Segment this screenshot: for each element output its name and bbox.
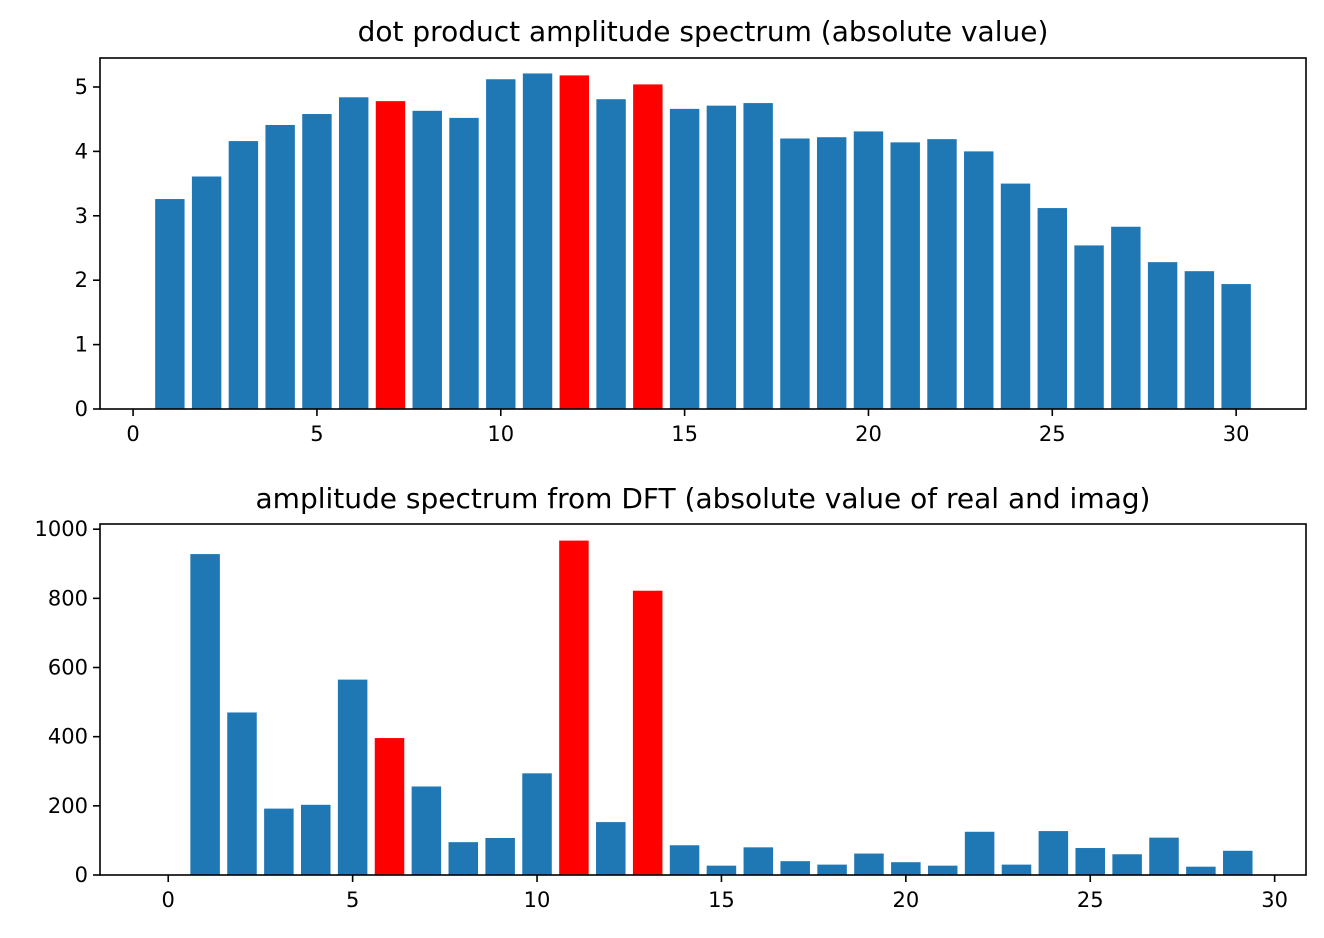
bar-10 [486, 79, 516, 410]
bar-19 [816, 137, 847, 410]
bar-23 [964, 151, 994, 409]
x-tick-label: 15 [708, 888, 735, 912]
bar-18 [780, 138, 810, 410]
bottom-chart-axes-frame [99, 523, 1307, 876]
bar-28 [1147, 262, 1178, 409]
highlight-bar-12 [559, 75, 590, 410]
bar-3 [264, 808, 294, 875]
bar-27 [1149, 837, 1179, 875]
bar-21 [890, 142, 920, 409]
bar-21 [927, 865, 958, 875]
bar-20 [891, 862, 921, 875]
bar-8 [448, 842, 479, 875]
x-tick-label: 30 [1223, 422, 1250, 446]
bar-18 [817, 864, 847, 875]
bottom-chart-x-axis: 0 5 10 15 20 25 30 [162, 875, 1288, 912]
bar-22 [927, 139, 957, 409]
bar-30 [1221, 284, 1251, 409]
y-tick-label: 800 [48, 586, 88, 610]
highlight-bar-11 [559, 540, 589, 875]
top-chart-bars [155, 73, 1251, 410]
bar-5 [337, 679, 368, 875]
y-tick-label: 200 [48, 794, 88, 818]
bar-24 [1038, 831, 1069, 875]
bar-13 [596, 99, 626, 409]
bar-9 [485, 837, 515, 875]
bar-24 [1000, 183, 1031, 409]
top-chart-x-axis: 0 5 10 15 20 25 30 [126, 409, 1250, 446]
y-tick-label: 1000 [35, 517, 88, 541]
highlight-bar-7 [375, 101, 406, 410]
bar-29 [1184, 271, 1215, 409]
bottom-chart-bars [190, 540, 1253, 875]
bar-26 [1074, 245, 1104, 409]
y-tick-label: 2 [75, 268, 88, 292]
x-tick-label: 20 [855, 422, 882, 446]
bar-19 [854, 853, 884, 875]
bar-12 [596, 822, 626, 875]
bottom-chart-title: amplitude spectrum from DFT (absolute va… [256, 482, 1151, 515]
bar-7 [411, 786, 442, 875]
bar-4 [301, 804, 331, 875]
x-tick-label: 20 [892, 888, 919, 912]
y-tick-label: 600 [48, 656, 88, 680]
y-tick-label: 0 [75, 863, 88, 887]
x-tick-label: 5 [346, 888, 359, 912]
bar-5 [302, 114, 332, 409]
bar-17 [743, 103, 773, 409]
bar-2 [191, 176, 222, 409]
x-tick-label: 0 [126, 422, 139, 446]
bar-22 [964, 831, 995, 875]
y-tick-label: 4 [75, 139, 88, 163]
bottom-chart-panel: amplitude spectrum from DFT (absolute va… [35, 482, 1307, 912]
y-tick-label: 0 [75, 397, 88, 421]
y-tick-label: 3 [75, 204, 88, 228]
x-tick-label: 25 [1039, 422, 1066, 446]
y-tick-label: 400 [48, 725, 88, 749]
top-chart-title: dot product amplitude spectrum (absolute… [358, 15, 1049, 48]
bar-25 [1075, 848, 1105, 875]
bar-15 [669, 108, 700, 409]
bar-28 [1186, 866, 1216, 875]
bar-11 [522, 73, 553, 409]
bar-9 [449, 117, 479, 409]
bar-1 [155, 199, 185, 409]
bar-26 [1112, 854, 1142, 875]
highlight-bar-6 [374, 738, 405, 875]
y-tick-label: 1 [75, 333, 88, 357]
bar-4 [265, 124, 295, 409]
bar-29 [1223, 850, 1253, 875]
highlight-bar-14 [633, 84, 663, 409]
x-tick-label: 10 [524, 888, 551, 912]
bar-17 [780, 861, 810, 875]
top-chart-y-axis: 0 1 2 3 4 5 [75, 75, 100, 421]
bar-25 [1037, 208, 1068, 409]
highlight-bar-13 [632, 590, 663, 875]
x-tick-label: 15 [671, 422, 698, 446]
bar-15 [706, 865, 737, 875]
bar-16 [706, 105, 737, 409]
bar-10 [522, 773, 552, 875]
bar-3 [228, 141, 259, 409]
bar-23 [1001, 864, 1032, 875]
top-chart-axes-frame [99, 57, 1307, 410]
bar-1 [190, 554, 220, 875]
x-tick-label: 30 [1261, 888, 1288, 912]
bar-14 [669, 845, 700, 875]
x-tick-label: 0 [162, 888, 175, 912]
bar-2 [227, 712, 257, 875]
bar-6 [338, 97, 369, 409]
bar-8 [412, 110, 442, 410]
bar-20 [853, 131, 884, 410]
y-tick-label: 5 [75, 75, 88, 99]
x-tick-label: 25 [1077, 888, 1104, 912]
bar-27 [1111, 226, 1141, 409]
bottom-chart-y-axis: 0 200 400 600 800 1000 [35, 517, 100, 887]
x-tick-label: 5 [310, 422, 323, 446]
bar-16 [743, 847, 774, 875]
x-tick-label: 10 [487, 422, 514, 446]
